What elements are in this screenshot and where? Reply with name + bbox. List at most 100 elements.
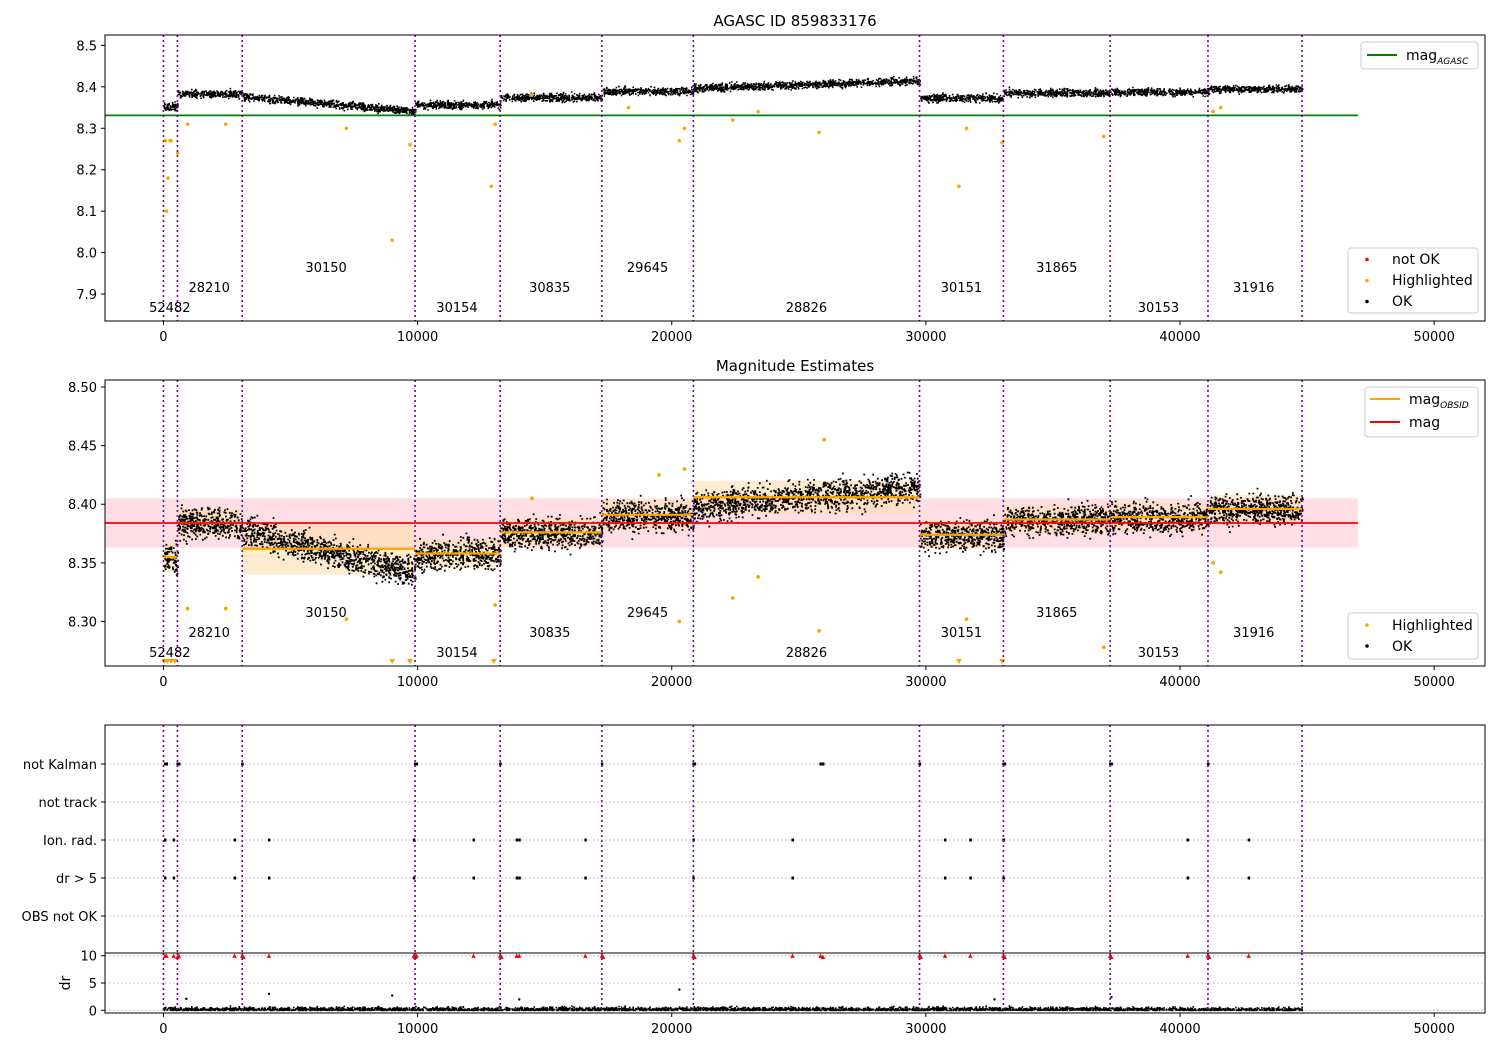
flag-event	[819, 762, 822, 766]
highlighted-point	[817, 130, 821, 135]
ok-points-path	[163, 471, 1304, 589]
x-tick-label: 10000	[397, 330, 438, 345]
obsid-label: 28210	[189, 281, 230, 296]
highlighted-point	[185, 122, 190, 126]
flag-event	[165, 762, 169, 766]
obsid-label: 29645	[627, 261, 668, 276]
clipped-point	[171, 659, 178, 664]
obsid-label: 52482	[149, 646, 190, 661]
dr-outlier	[918, 954, 924, 960]
obsid-label: 31865	[1036, 261, 1077, 276]
flag-event	[414, 762, 417, 766]
dr-point	[390, 994, 394, 997]
dr-outlier	[1246, 953, 1251, 958]
legend-label: Highlighted	[1392, 273, 1473, 289]
dr-points	[163, 1005, 1304, 1012]
obsid-label: 30154	[436, 646, 477, 661]
obsid-label: 30150	[305, 261, 346, 276]
ok-points-path	[163, 75, 1304, 117]
flag-event	[518, 876, 521, 880]
clipped-point	[955, 659, 962, 664]
highlighted-point	[1101, 645, 1106, 650]
flag-row-label: dr > 5	[56, 872, 97, 887]
flag-event	[943, 838, 947, 842]
dr-outlier	[414, 953, 419, 958]
x-tick-label: 20000	[651, 1022, 692, 1037]
x-tick-label: 0	[159, 1022, 167, 1037]
x-tick-label: 40000	[1159, 675, 1200, 690]
magnitude-estimates-panel: Magnitude Estimates 52482 28210 30150 30154…	[68, 357, 1486, 690]
x-tick-label: 0	[159, 675, 167, 690]
dr-point	[185, 997, 188, 1001]
flag-event	[693, 762, 697, 766]
x-tick-label: 50000	[1413, 1022, 1454, 1037]
y-tick-label: 8.50	[68, 381, 97, 396]
dr-outlier	[171, 953, 176, 958]
ok-points	[163, 471, 1304, 589]
highlighted-point	[493, 122, 497, 126]
x-tick-label: 30000	[905, 675, 946, 690]
dr-outlier	[241, 954, 246, 960]
legend-label: mag	[1409, 415, 1440, 431]
flag-event	[412, 876, 416, 880]
x-tick-label: 30000	[905, 1022, 946, 1037]
flag-row-label: OBS not OK	[22, 910, 98, 925]
x-tick-label: 50000	[1413, 675, 1454, 690]
obsid-label: 31865	[1036, 606, 1077, 621]
obsid-label: 30151	[941, 281, 982, 296]
dr-outlier	[600, 954, 606, 960]
dr-outlier	[1002, 954, 1007, 960]
dr-point	[678, 988, 681, 991]
flag-event	[163, 838, 167, 842]
obsid-label: 30153	[1138, 301, 1179, 316]
flag-event	[600, 762, 604, 766]
highlighted-point	[1218, 105, 1223, 110]
flag-event	[791, 876, 794, 880]
dr-outlier	[942, 953, 948, 958]
dr-outlier	[1109, 954, 1114, 960]
flag-event	[692, 876, 695, 880]
clipped-point	[406, 659, 413, 664]
obsid-label: 30151	[941, 626, 982, 641]
flag-event	[176, 762, 179, 766]
legend-subscript: OBSID	[1440, 401, 1469, 411]
flag-event	[969, 876, 972, 880]
y-tick-label: 5	[89, 977, 97, 992]
dr-outlier	[818, 953, 823, 958]
highlighted-point	[493, 603, 498, 607]
obsid-label: 30835	[529, 281, 570, 296]
flag-event	[472, 876, 476, 880]
legend-lower: not OK Highlighted OK	[1347, 247, 1479, 314]
highlighted-point	[1211, 109, 1215, 114]
highlighted-point	[163, 138, 168, 143]
dr-outlier	[232, 953, 237, 958]
y-tick-label: 8.35	[68, 557, 97, 572]
dr-outlier	[583, 953, 588, 958]
highlighted-point	[169, 138, 173, 143]
highlighted-point	[756, 109, 760, 114]
highlighted-point	[530, 93, 534, 97]
clipped-point	[168, 659, 175, 664]
dr-outlier	[471, 953, 476, 958]
flag-event	[584, 876, 587, 880]
x-tick-label: 10000	[397, 675, 438, 690]
x-tick-label: 40000	[1159, 1022, 1200, 1037]
panel-title: Magnitude Estimates	[716, 357, 874, 375]
y-tick-label: 7.9	[76, 288, 97, 303]
dr-point	[518, 998, 521, 1001]
x-tick-label: 50000	[1413, 330, 1454, 345]
legend-label: mag	[1409, 392, 1440, 408]
dr-point	[993, 998, 996, 1001]
x-tick-label: 10000	[397, 1022, 438, 1037]
obsid-label: 28826	[786, 646, 827, 661]
y-tick-label: 8.2	[76, 164, 97, 179]
svg-text:magOBSID: magOBSID	[1409, 392, 1469, 411]
dr-outlier	[1207, 954, 1212, 960]
flag-event	[241, 762, 244, 766]
clipped-point	[490, 659, 497, 664]
highlighted-point	[390, 238, 394, 242]
legend-label: Highlighted	[1392, 618, 1473, 634]
y-tick-label: 8.3	[76, 122, 97, 137]
flag-row-label: not track	[38, 796, 97, 811]
highlighted-point	[817, 628, 822, 633]
